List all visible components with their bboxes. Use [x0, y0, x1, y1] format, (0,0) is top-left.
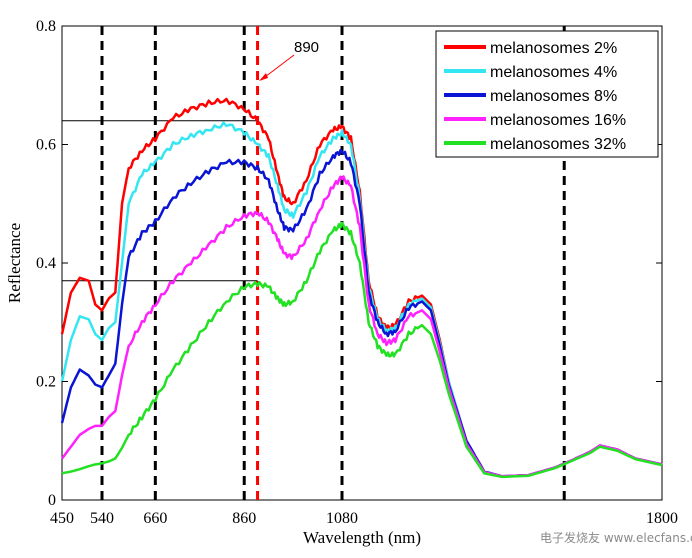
y-tick-label-3: 0.6	[36, 137, 56, 154]
x-tick-label-450: 450	[50, 510, 74, 527]
watermark-text: 电子发烧友 www.elecfans.com	[540, 530, 692, 545]
annotation-arrowhead	[259, 73, 268, 81]
legend-label-2: melanosomes 8%	[490, 88, 617, 105]
x-tick-label-1800: 1800	[646, 510, 678, 527]
x-tick-label-540: 540	[90, 510, 114, 527]
legend: melanosomes 2% melanosomes 4% melanosomes …	[435, 30, 659, 158]
axis-ticks: 450 540 660 860 1080 1800 0 0.2 0.4 0.6 0.8	[36, 18, 678, 527]
x-tick-label-660: 660	[143, 510, 167, 527]
y-tick-label-4: 0.8	[36, 18, 56, 35]
legend-label-1: melanosomes 4%	[490, 64, 617, 81]
x-tick-label-1080: 1080	[326, 510, 358, 527]
y-axis-title: Reflectance	[5, 223, 24, 303]
x-tick-label-860: 860	[232, 510, 256, 527]
series-line-4	[61, 221, 663, 479]
y-tick-label-2: 0.4	[36, 255, 56, 272]
annotation-890: 890	[259, 39, 319, 81]
y-tick-label-1: 0.2	[36, 374, 56, 391]
x-axis-title: Wavelength (nm)	[303, 528, 421, 547]
legend-label-3: melanosomes 16%	[490, 112, 626, 129]
legend-label-4: melanosomes 32%	[490, 136, 626, 153]
legend-label-0: melanosomes 2%	[490, 40, 617, 57]
y-tick-label-0: 0	[48, 492, 56, 509]
annotation-label: 890	[294, 39, 319, 56]
series-lines	[60, 97, 663, 479]
horizontal-reference-lines	[62, 120, 258, 282]
